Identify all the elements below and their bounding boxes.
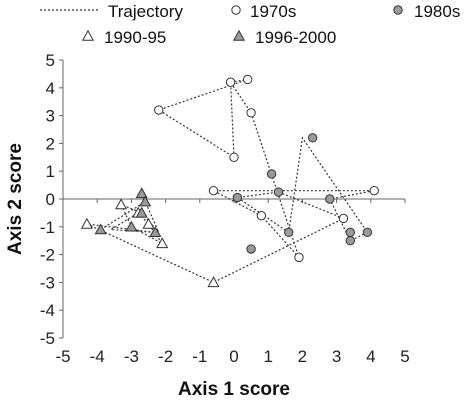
point-1980s <box>362 227 373 238</box>
point-1980s <box>307 133 318 143</box>
y-tick-label: 0 <box>46 190 55 209</box>
legend-label-1996-2000: 1996-2000 <box>255 28 336 47</box>
point-1990-95 <box>142 217 155 229</box>
x-tick-label: -4 <box>90 347 105 366</box>
point-1990-95 <box>115 198 128 210</box>
legend-label-1980s: 1980s <box>414 2 460 21</box>
trajectory-line <box>86 78 375 284</box>
y-tick-label: 1 <box>46 162 55 181</box>
x-tick-label: 2 <box>298 347 307 366</box>
axes: -5 -4 -3 -2 -1 0 1 2 3 4 5 5 4 3 2 1 0 -1 -2 -3 -4 -5 <box>40 51 410 366</box>
legend-marker-1996-2000 <box>232 29 246 41</box>
legend-label-1990-95: 1990-95 <box>104 28 166 47</box>
y-tick-label: -1 <box>40 218 55 237</box>
point-1970s <box>294 252 304 263</box>
point-1970s <box>208 185 219 196</box>
point-1980s <box>246 244 256 254</box>
point-1980s <box>345 227 355 238</box>
point-1980s <box>232 192 243 203</box>
trajectory-layer <box>86 78 375 284</box>
point-1990-95 <box>80 217 93 229</box>
x-tick-label: -3 <box>124 347 139 366</box>
point-1970s <box>225 77 236 87</box>
point-1996-2000 <box>149 226 162 237</box>
x-tick-label: 0 <box>229 347 238 366</box>
point-1980s <box>266 169 277 179</box>
y-tick-label: -4 <box>40 301 55 320</box>
x-tick-label: 3 <box>332 347 341 366</box>
marks-layer <box>80 74 379 288</box>
point-1996-2000 <box>135 187 148 199</box>
point-1970s <box>246 108 256 118</box>
point-1996-2000 <box>135 206 148 218</box>
point-1996-2000 <box>125 220 138 232</box>
x-tick-label: -1 <box>192 347 207 366</box>
y-axis-title: Axis 2 score <box>5 143 26 255</box>
point-1996-2000 <box>94 223 107 235</box>
point-1970s <box>229 152 239 163</box>
point-1970s <box>338 213 349 224</box>
point-1990-95 <box>207 276 220 288</box>
point-1980s <box>325 194 335 204</box>
legend: Trajectory 1970s 1980s 1990-95 1996-2000 <box>40 2 460 47</box>
legend-marker-1980s <box>393 5 403 15</box>
x-tick-label: -5 <box>55 347 70 366</box>
legend-marker-1970s <box>231 5 241 15</box>
point-1970s <box>154 105 164 115</box>
point-1980s <box>345 236 355 246</box>
x-tick-label: 4 <box>366 347 375 366</box>
point-1996-2000 <box>139 195 152 207</box>
y-tick-label: 4 <box>46 79 55 98</box>
y-tick-label: 5 <box>46 51 55 70</box>
legend-marker-1990-95 <box>81 29 95 41</box>
legend-label-trajectory: Trajectory <box>108 2 183 21</box>
x-tick-label: 5 <box>400 347 409 366</box>
point-1980s <box>284 227 294 238</box>
point-1970s <box>242 74 253 85</box>
point-1970s <box>369 185 379 196</box>
x-axis-title: Axis 1 score <box>178 379 290 400</box>
x-tick-label: -2 <box>158 347 173 366</box>
x-tick-label: 1 <box>263 347 272 366</box>
y-tick-label: 2 <box>46 134 55 153</box>
point-1970s <box>256 210 267 221</box>
y-tick-label: -3 <box>40 273 55 292</box>
y-tick-label: -2 <box>40 246 55 265</box>
y-tick-label: 3 <box>46 107 55 126</box>
legend-label-1970s: 1970s <box>250 2 296 21</box>
y-tick-label: -5 <box>40 329 55 348</box>
point-1990-95 <box>156 237 169 249</box>
point-1980s <box>273 187 284 197</box>
